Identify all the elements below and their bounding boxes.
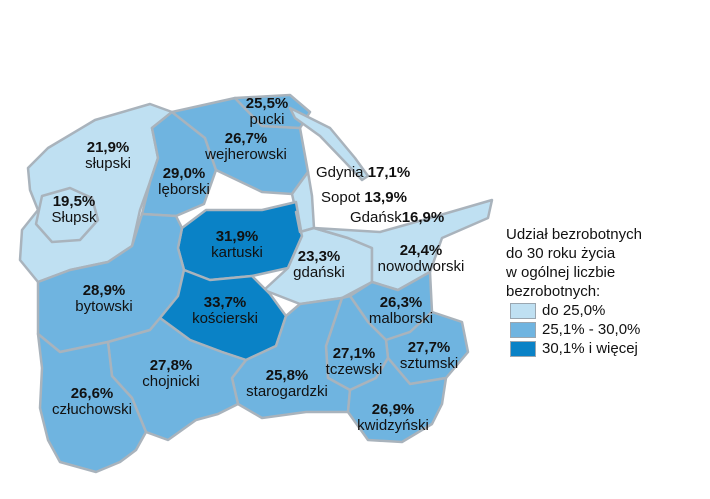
value-leborski: 29,0% [162,165,206,182]
name-tczewski: tczewski [325,360,383,378]
legend: Udział bezrobotnych do 30 roku życia w o… [506,225,642,358]
label-sztumski: 27,7% sztumski [400,340,458,372]
city-gdansk: Gdańsk16,9% [350,209,444,226]
value-starogardzki: 25,8% [265,367,309,384]
label-slupski: 21,9% słupski [85,140,131,172]
legend-item-high: 30,1% i więcej [510,339,642,358]
value-czluchowski: 26,6% [70,385,114,402]
name-kwidzynski: kwidzyński [357,416,429,434]
name-nowodworski: nowodworski [377,257,465,275]
label-malborski: 26,3% malborski [369,295,433,327]
legend-swatch-high [510,340,536,357]
name-kartuski: kartuski [211,243,263,261]
value-chojnicki: 27,8% [149,357,193,374]
name-gdanski: gdański [293,263,345,281]
region-slupsk [34,186,100,244]
value-gdanski: 23,3% [297,248,341,265]
name-wejherowski: wejherowski [205,145,287,163]
value-sztumski: 27,7% [407,339,451,356]
label-starogardzki: 25,8% starogardzki [246,368,328,400]
value-nowodworski: 24,4% [399,242,443,259]
label-nowodworski: 24,4% nowodworski [378,243,465,275]
hel-peninsula [288,106,370,182]
name-malborski: malborski [368,309,434,327]
value-slupski: 21,9% [86,139,130,156]
label-gdanski: 23,3% gdański [293,249,345,281]
name-bytowski: bytowski [75,297,133,315]
label-wejherowski: 26,7% wejherowski [205,131,287,163]
label-slupsk: 19,5% Słupsk [51,194,96,226]
label-leborski: 29,0% lęborski [158,166,210,198]
city-gdynia-value: 17,1% [367,164,411,181]
value-kartuski: 31,9% [215,228,259,245]
legend-label-low: do 25,0% [542,302,606,319]
label-bytowski: 28,9% bytowski [75,283,133,315]
label-kartuski: 31,9% kartuski [211,229,263,261]
label-czluchowski: 26,6% człuchowski [52,386,132,418]
legend-title-line-3: w ogólnej liczbie [506,264,616,281]
value-kwidzynski: 26,9% [371,401,415,418]
region-gdanski [262,210,374,306]
name-koscierski: kościerski [192,309,258,327]
value-wejherowski: 26,7% [224,130,268,147]
city-gdansk-name: Gdańsk [350,209,402,226]
value-bytowski: 28,9% [82,282,126,299]
city-sopot-name: Sopot [321,189,361,206]
value-tczewski: 27,1% [332,345,376,362]
label-chojnicki: 27,8% chojnicki [142,358,200,390]
region-kwidzynski [346,356,448,444]
legend-label-mid: 25,1% - 30,0% [542,321,641,338]
name-slupski: słupski [85,154,131,172]
name-leborski: lęborski [158,180,210,198]
city-gdynia-name: Gdynia [316,164,364,181]
label-kwidzynski: 26,9% kwidzyński [357,402,429,434]
value-slupsk: 19,5% [52,193,96,210]
label-tczewski: 27,1% tczewski [326,346,383,378]
legend-title-line-4: bezrobotnych: [506,283,601,300]
value-pucki: 25,5% [245,95,289,112]
legend-title-line-1: Udział bezrobotnych [506,226,642,243]
city-sopot-value: 13,9% [364,189,407,206]
legend-item-low: do 25,0% [510,301,642,320]
region-starogardzki [230,296,352,420]
name-czluchowski: człuchowski [51,400,133,418]
legend-item-mid: 25,1% - 30,0% [510,320,642,339]
region-nowodworski [312,198,494,292]
name-chojnicki: chojnicki [142,372,200,390]
value-malborski: 26,3% [379,294,423,311]
name-sztumski: sztumski [399,354,459,372]
city-sopot: Sopot 13,9% [321,189,407,206]
region-czluchowski [36,332,148,474]
legend-swatch-mid [510,321,536,338]
city-gdynia: Gdynia 17,1% [316,164,410,181]
legend-title-line-2: do 30 roku życia [506,245,616,262]
label-koscierski: 33,7% kościerski [192,295,258,327]
name-pucki: pucki [249,110,285,128]
name-starogardzki: starogardzki [246,382,328,400]
label-pucki: 25,5% pucki [246,96,289,128]
legend-swatch-low [510,302,536,319]
city-gdansk-value: 16,9% [401,209,445,226]
legend-label-high: 30,1% i więcej [542,340,638,357]
name-slupsk: Słupsk [51,208,97,226]
value-koscierski: 33,7% [203,294,247,311]
